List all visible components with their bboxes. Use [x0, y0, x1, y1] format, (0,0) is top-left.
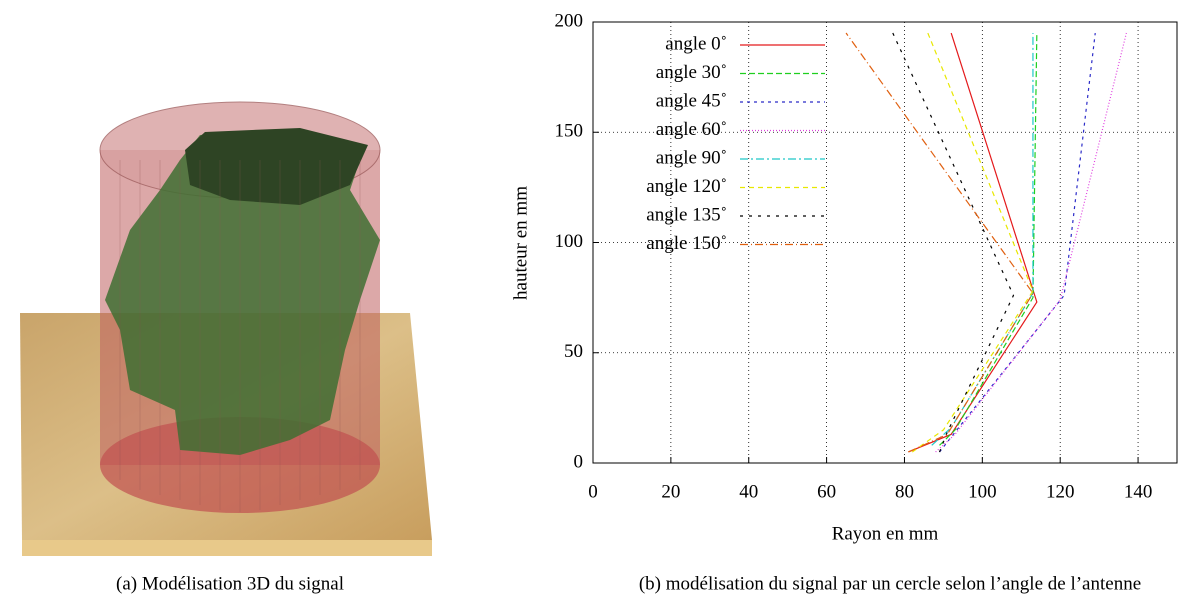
legend-label: angle 30˚ — [656, 62, 727, 83]
series-line — [939, 33, 1038, 446]
x-tick-label: 20 — [661, 481, 680, 502]
x-axis-label: Rayon en mm — [832, 523, 939, 544]
series-line — [911, 32, 1034, 453]
x-tick-label: 100 — [968, 481, 997, 502]
y-tick-label: 100 — [555, 231, 584, 252]
series-line — [892, 32, 1015, 453]
series-line — [845, 32, 1034, 453]
series-line — [908, 32, 1038, 453]
legend-label: angle 60˚ — [656, 119, 727, 140]
render-3d — [20, 101, 432, 556]
series-line — [935, 32, 1127, 453]
series-line — [939, 32, 1096, 453]
x-tick-label: 140 — [1124, 481, 1153, 502]
y-tick-label: 0 — [574, 451, 584, 472]
legend-label: angle 120˚ — [646, 176, 727, 197]
legend-label: angle 135˚ — [646, 204, 727, 225]
y-axis-label: hauteur en mm — [510, 186, 531, 300]
legend-label: angle 150˚ — [646, 233, 727, 254]
caption: (b) modélisation du signal par un cercle… — [639, 573, 1141, 594]
y-tick-label: 150 — [555, 121, 584, 142]
x-tick-label: 120 — [1046, 481, 1075, 502]
caption: (a) Modélisation 3D du signal — [116, 573, 344, 594]
legend-label: angle 0˚ — [665, 33, 727, 54]
y-tick-label: 50 — [564, 341, 583, 362]
x-tick-label: 40 — [739, 481, 758, 502]
x-tick-label: 60 — [817, 481, 836, 502]
x-tick-label: 0 — [588, 481, 598, 502]
y-tick-label: 200 — [555, 10, 584, 31]
x-tick-label: 80 — [895, 481, 914, 502]
legend-label: angle 90˚ — [656, 147, 727, 168]
legend-label: angle 45˚ — [656, 90, 727, 111]
